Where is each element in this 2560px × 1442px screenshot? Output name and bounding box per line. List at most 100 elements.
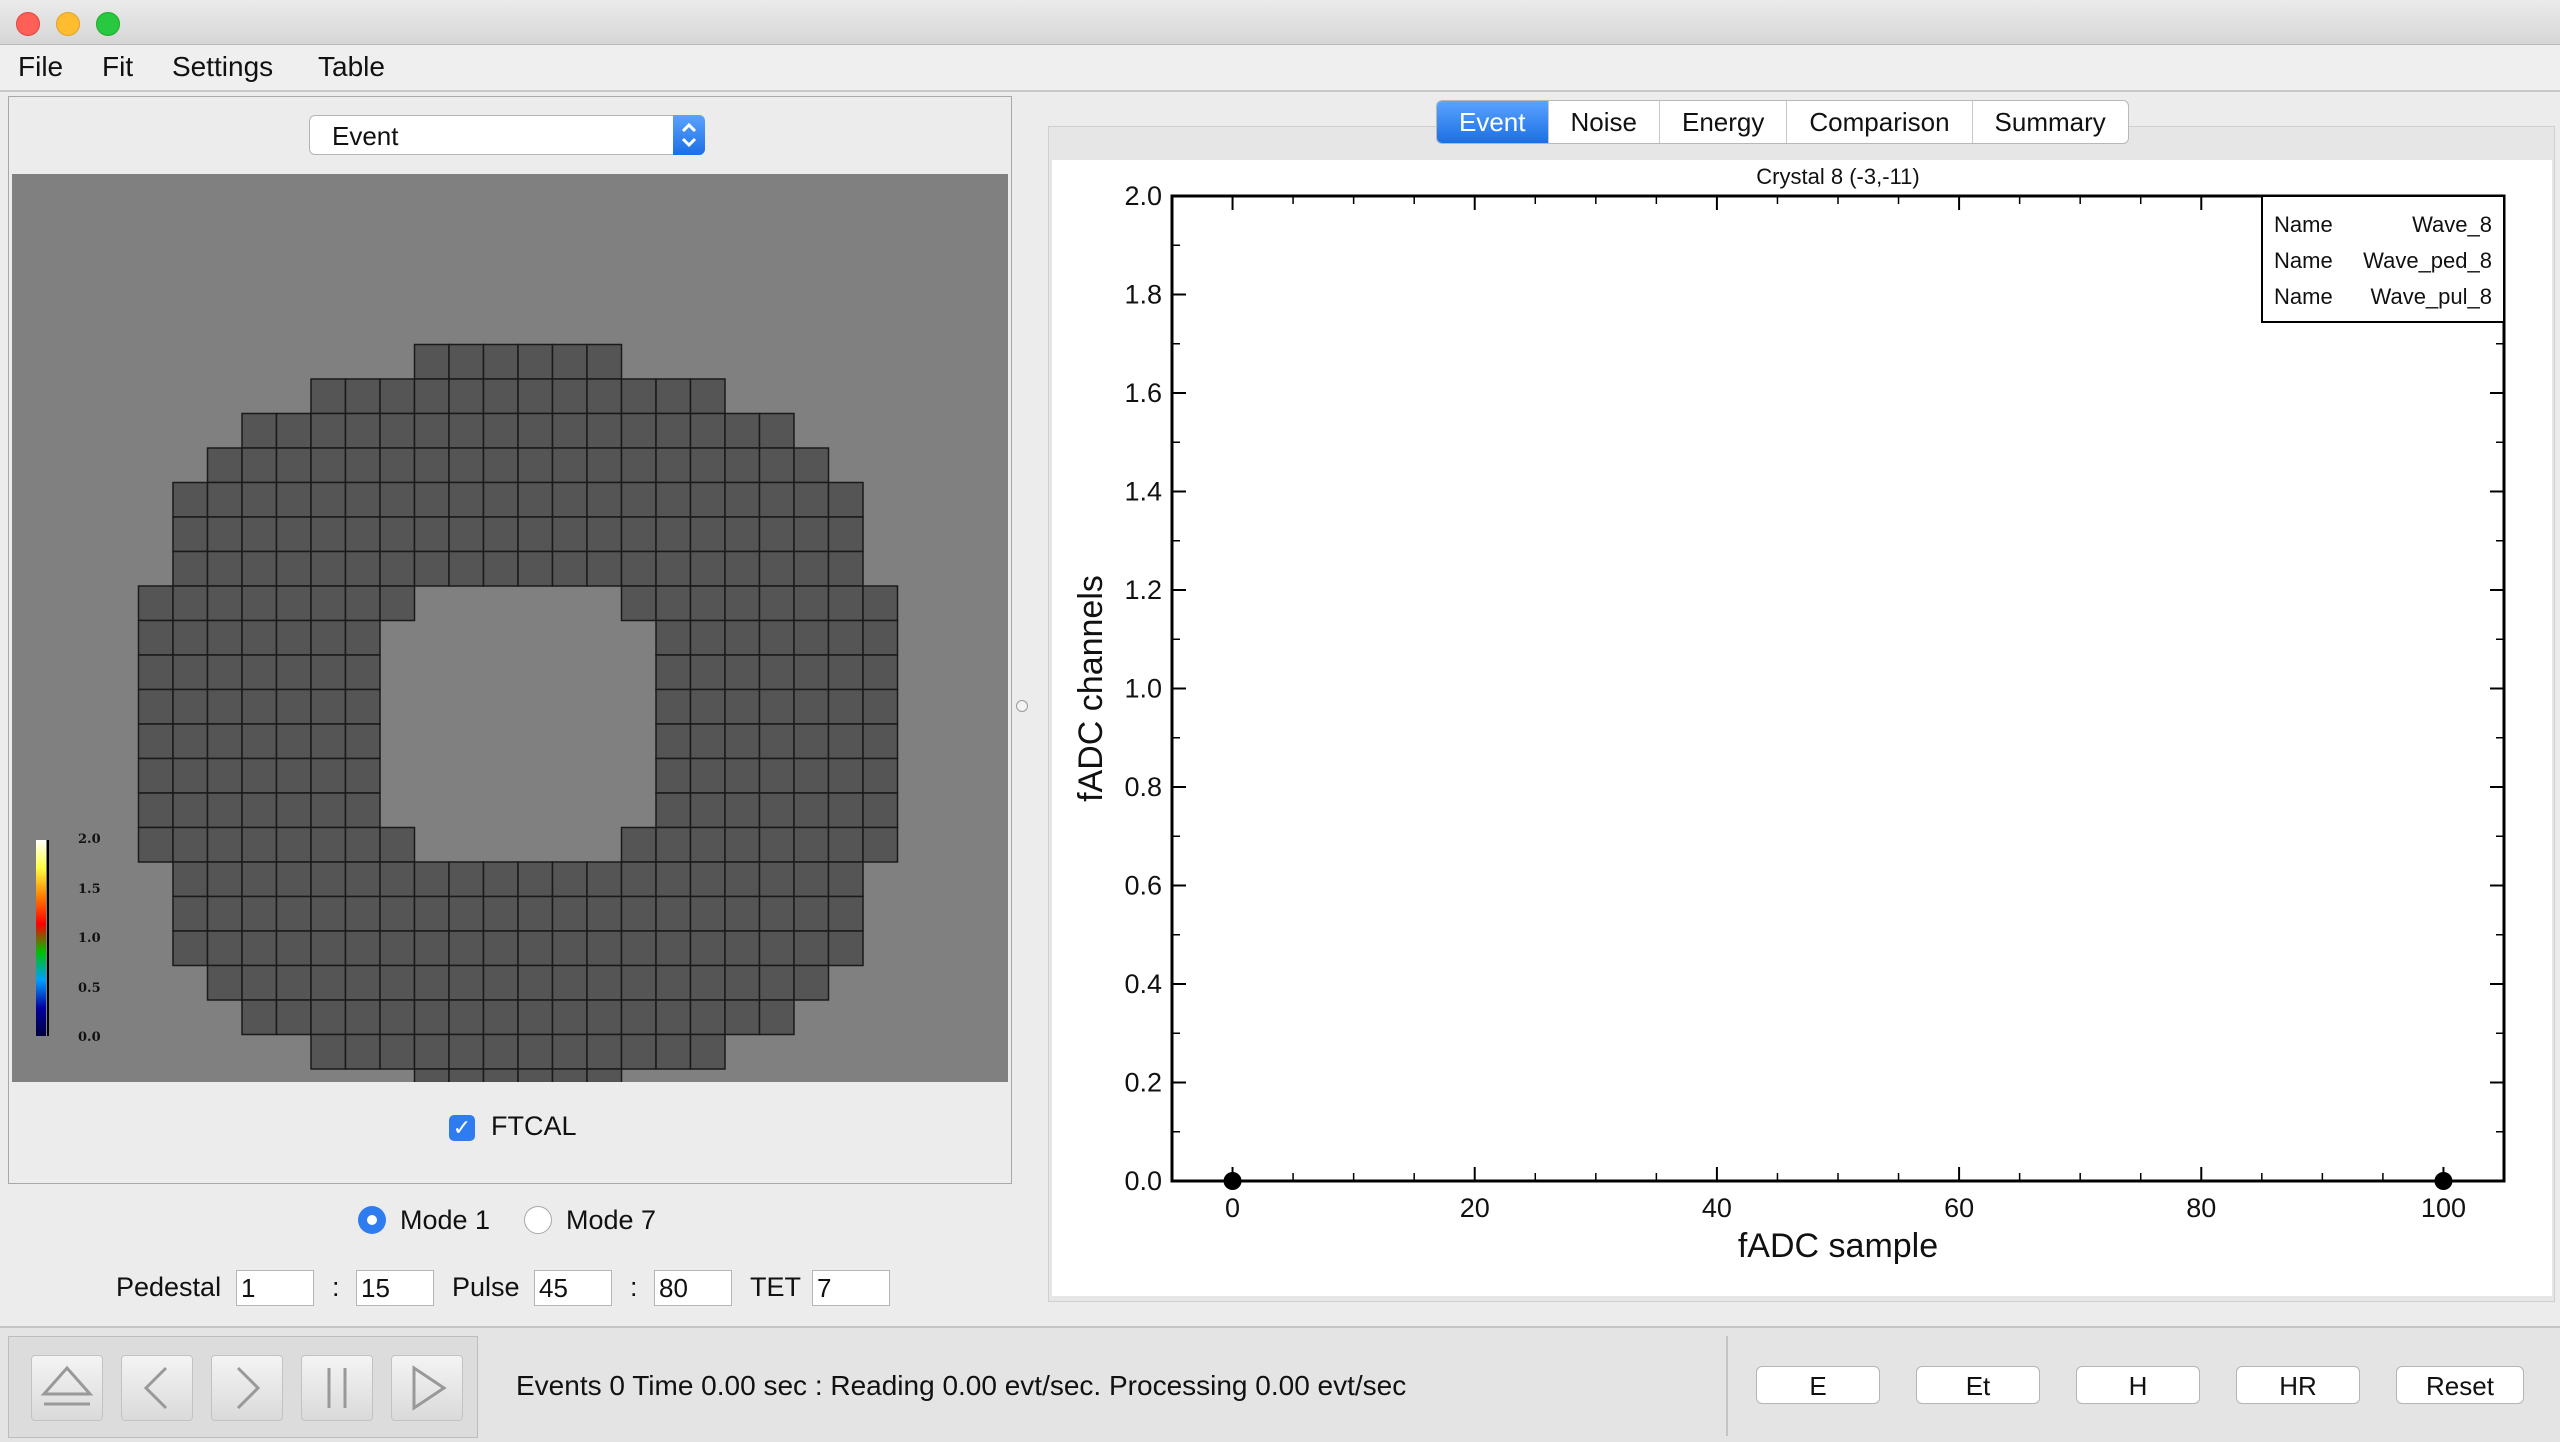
crystal-cell: [310, 964, 347, 1001]
crystal-cell: [758, 930, 795, 967]
crystal-cell: [655, 964, 692, 1001]
crystal-cell: [586, 516, 623, 553]
crystal-cell: [517, 550, 554, 587]
mode1-radio[interactable]: [358, 1206, 386, 1234]
crystal-cell: [689, 412, 726, 449]
mode7-radio[interactable]: [524, 1206, 552, 1234]
zoom-window-button[interactable]: [96, 12, 120, 36]
minimize-window-button[interactable]: [56, 12, 80, 36]
crystal-cell: [172, 723, 209, 760]
menu-table[interactable]: Table: [318, 51, 385, 82]
crystal-cell: [206, 481, 243, 518]
chart-area: Crystal 8 (-3,-11) 0 20 40 60 80 100 0.0 0.2 0.4 0…: [1052, 160, 2552, 1296]
pedestal-from-field[interactable]: 1: [236, 1270, 314, 1306]
y-tick-label: 0.4: [1124, 969, 1162, 999]
pulse-to-field[interactable]: 80: [654, 1270, 732, 1306]
tab-summary[interactable]: Summary: [1994, 107, 2106, 137]
crystal-cell: [275, 516, 312, 553]
previous-button[interactable]: [121, 1355, 193, 1421]
crystal-cell: [551, 861, 588, 898]
pedestal-label: Pedestal: [116, 1272, 222, 1302]
crystal-cell: [275, 895, 312, 932]
menu-file[interactable]: File: [18, 51, 64, 82]
chevron-up-down-icon[interactable]: [673, 115, 705, 155]
crystal-cell: [344, 447, 381, 484]
crystal-cell: [586, 378, 623, 415]
crystal-cell: [689, 1033, 726, 1070]
calorimeter-grid[interactable]: [12, 174, 1008, 1105]
reset-button[interactable]: Reset: [2396, 1366, 2524, 1404]
split-pane-divider[interactable]: [1012, 96, 1030, 1316]
close-window-button[interactable]: [16, 12, 40, 36]
crystal-cell: [310, 826, 347, 863]
tab-energy[interactable]: Energy: [1660, 101, 1788, 143]
crystal-cell: [689, 481, 726, 518]
crystal-cell: [620, 378, 657, 415]
tet-label: TET: [750, 1272, 801, 1302]
crystal-cell: [172, 757, 209, 794]
crystal-cell: [206, 688, 243, 725]
crystal-cell: [172, 688, 209, 725]
crystal-cell: [448, 447, 485, 484]
crystal-cell: [620, 964, 657, 1001]
status-message: Events 0 Time 0.00 sec : Reading 0.00 ev…: [516, 1370, 1407, 1401]
crystal-cell: [620, 585, 657, 622]
tab-event[interactable]: Event: [1437, 101, 1549, 143]
crystal-cell: [758, 447, 795, 484]
crystal-cell: [344, 964, 381, 1001]
crystal-cell: [827, 619, 864, 656]
crystal-cell: [206, 585, 243, 622]
crystal-cell: [724, 481, 761, 518]
menu-settings[interactable]: Settings: [172, 51, 274, 82]
et-button[interactable]: Et: [1916, 1366, 2040, 1404]
tab-comparison[interactable]: Comparison: [1787, 101, 1973, 143]
tet-field[interactable]: 7: [812, 1270, 890, 1306]
menu-fit[interactable]: Fit: [102, 51, 134, 82]
detector-view-canvas[interactable]: 2.0 1.5 1.0 0.5 0.0: [12, 174, 1008, 1105]
h-button[interactable]: H: [2076, 1366, 2200, 1404]
crystal-cell: [310, 792, 347, 829]
crystal-cell: [344, 688, 381, 725]
crystal-cell: [241, 688, 278, 725]
hr-button[interactable]: HR: [2236, 1366, 2360, 1404]
crystal-cell: [620, 550, 657, 587]
ftcal-checkbox[interactable]: ✓: [449, 1115, 475, 1141]
crystal-cell: [689, 378, 726, 415]
crystal-cell: [827, 654, 864, 691]
view-select[interactable]: Event: [309, 115, 705, 155]
crystal-cell: [793, 550, 830, 587]
crystal-cell: [758, 826, 795, 863]
crystal-cell: [551, 999, 588, 1036]
menu-bar: File Fit Settings Table: [0, 45, 2560, 92]
crystal-cell: [206, 654, 243, 691]
crystal-cell: [517, 412, 554, 449]
pedestal-to-field[interactable]: 15: [356, 1270, 434, 1306]
play-button[interactable]: [391, 1355, 463, 1421]
crystal-cell: [517, 447, 554, 484]
legend-key: Name: [2274, 284, 2333, 309]
crystal-cell: [241, 585, 278, 622]
crystal-cell: [862, 792, 899, 829]
crystal-cell: [344, 550, 381, 587]
crystal-cell: [241, 999, 278, 1036]
crystal-cell: [551, 447, 588, 484]
pause-button[interactable]: [301, 1355, 373, 1421]
crystal-cell: [310, 723, 347, 760]
next-button[interactable]: [211, 1355, 283, 1421]
pulse-from-field[interactable]: 45: [534, 1270, 612, 1306]
legend-entry: Wave_pul_8: [2371, 284, 2492, 309]
legend-key: Name: [2274, 212, 2333, 237]
pedestal-separator: :: [332, 1272, 340, 1302]
eject-button[interactable]: [31, 1355, 103, 1421]
crystal-cell: [275, 550, 312, 587]
crystal-cell: [793, 654, 830, 691]
crystal-cell: [689, 792, 726, 829]
tab-noise[interactable]: Noise: [1549, 101, 1660, 143]
crystal-cell: [517, 999, 554, 1036]
crystal-cell: [586, 447, 623, 484]
pulse-separator: :: [630, 1272, 638, 1302]
crystal-cell: [620, 930, 657, 967]
e-button[interactable]: E: [1756, 1366, 1880, 1404]
crystal-cell: [241, 619, 278, 656]
waveform-chart[interactable]: Crystal 8 (-3,-11) 0 20 40 60 80 100 0.0 0.2 0.4 0…: [1052, 160, 2552, 1296]
